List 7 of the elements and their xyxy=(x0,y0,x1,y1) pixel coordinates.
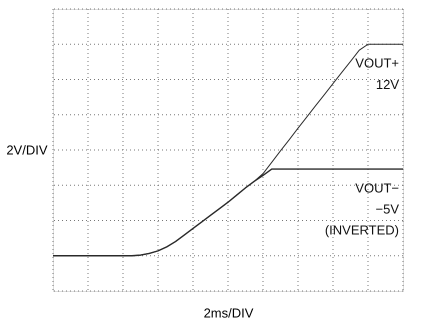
annotation: −5V xyxy=(376,202,400,217)
annotation: 12V xyxy=(376,76,400,92)
y-axis-title: 2V/DIV xyxy=(6,142,48,158)
x-axis-title: 2ms/DIV xyxy=(204,306,254,320)
series-label: VOUT+ xyxy=(355,56,399,71)
series-label: VOUT− xyxy=(355,180,399,196)
annotation: (INVERTED) xyxy=(324,222,399,238)
